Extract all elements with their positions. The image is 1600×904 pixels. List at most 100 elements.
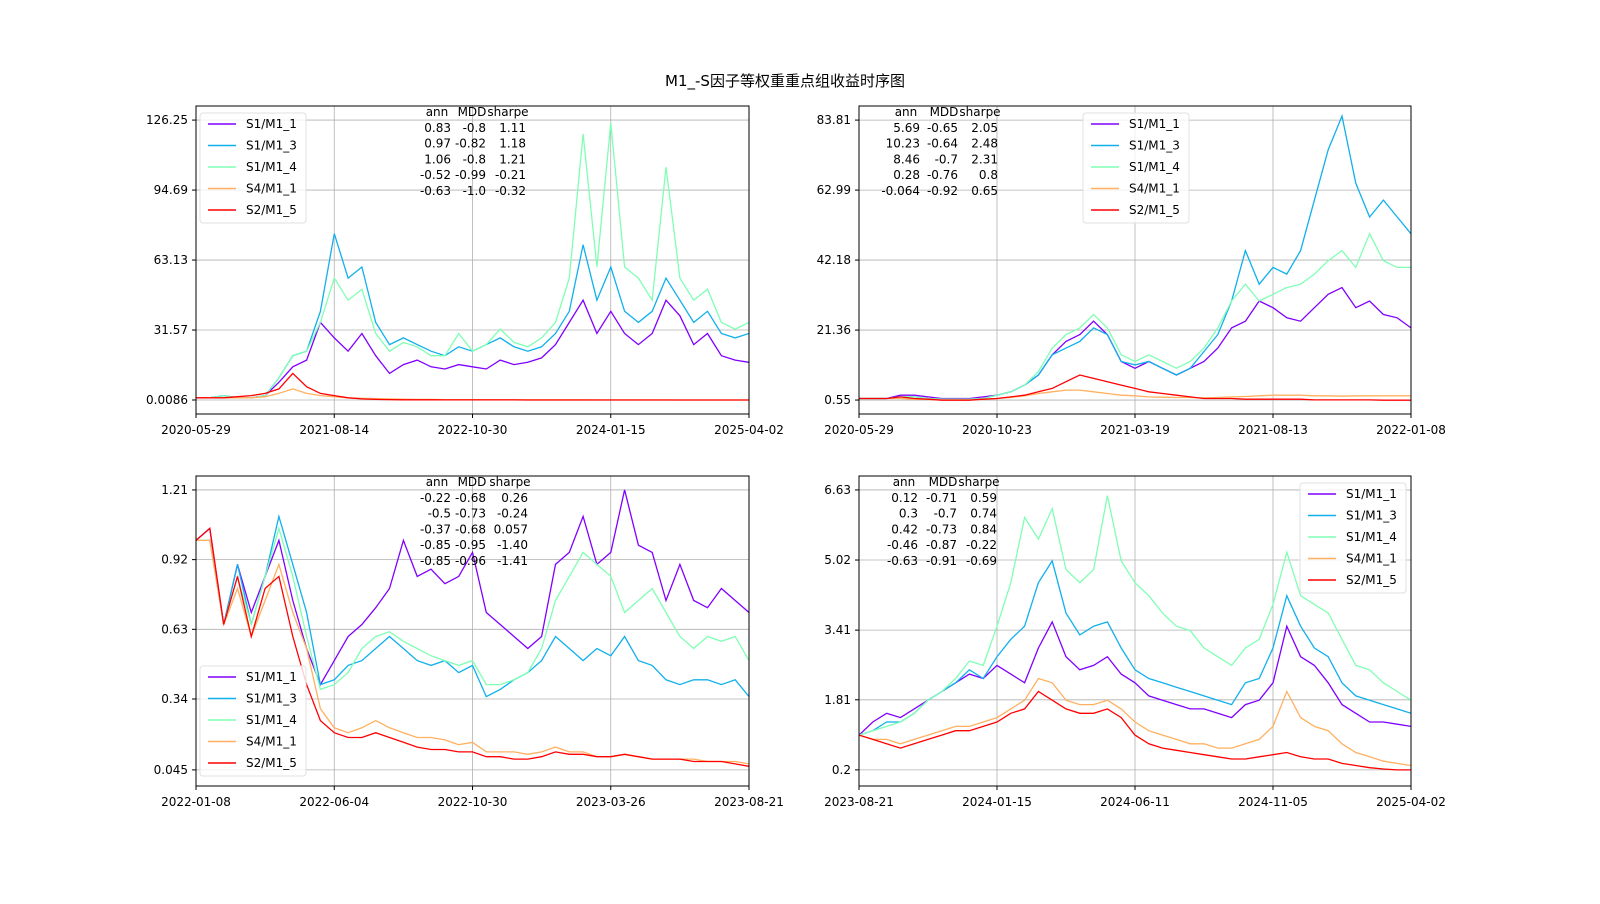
series-line-s1-m1-1 [196,298,749,399]
y-tick-label: 21.36 [817,323,851,337]
legend-label: S1/M1_4 [246,160,297,174]
subplot-4: 2023-08-21 2024-01-15 2024-06-11 2024-11-05… [824,475,1446,809]
legend: S1/M1_1 S1/M1_3 S1/M1_4 S4/M1_1 S2/M1_5 [1082,112,1190,224]
series-line-s1-m1-3 [196,513,749,698]
stats-cell: -0.63 [420,184,451,198]
legend-label: S1/M1_4 [246,713,297,727]
stats-header: MDD [930,105,959,119]
stats-cell: 0.057 [494,522,528,536]
legend-label: S2/M1_5 [246,756,297,770]
axes-frame [195,105,750,415]
series-line-s1-m1-1 [196,489,749,687]
stats-cell: 2.48 [971,137,998,151]
stats-cell: -0.68 [455,491,486,505]
y-tick-label: 0.55 [824,393,851,407]
stats-cell: 10.23 [886,137,920,151]
stats-cell: -1.41 [497,554,528,568]
x-tick-label: 2022-06-04 [299,795,369,809]
stats-cell: 0.42 [891,522,918,536]
y-tick-label: 0.045 [154,763,188,777]
stats-cell: -0.8 [463,121,486,135]
y-tick-label: 94.69 [154,183,188,197]
subplot-3: 2022-01-08 2022-06-04 2022-10-30 2023-03-26… [154,475,784,809]
x-tick-label: 2021-08-13 [1238,423,1308,437]
stats-cell: 0.12 [891,491,918,505]
x-tick-label: 2022-10-30 [438,795,508,809]
legend-label: S4/M1_1 [1129,182,1180,196]
x-tick-label: 2024-01-15 [576,423,646,437]
series-line-s1-m1-4 [859,495,1411,736]
stats-cell: -0.064 [881,184,920,198]
stats-cell: -0.37 [420,522,451,536]
stats-cell: -0.73 [926,522,957,536]
legend-label: S4/M1_1 [246,735,297,749]
x-tick-label: 2020-05-29 [161,423,231,437]
stats-cell: -0.71 [926,491,957,505]
stats-cell: 1.11 [499,121,526,135]
stats-header: ann [426,105,449,119]
y-tick-label: 0.92 [161,553,188,567]
stats-cell: -0.85 [420,538,451,552]
stats-cell: -0.63 [887,554,918,568]
stats-cell: 1.21 [499,152,526,166]
stats-cell: 0.59 [970,491,997,505]
series-line-s4-m1-1 [859,677,1411,767]
stats-cell: 0.28 [893,168,920,182]
axes-frame [195,475,750,787]
axes-frame [858,105,1412,415]
y-tick-label: 3.41 [824,623,851,637]
stats-cell: 0.26 [501,491,528,505]
stats-cell: -0.69 [966,554,997,568]
stats-header: ann [893,475,916,489]
subplot-1: 2020-05-29 2021-08-14 2022-10-30 2024-01-15… [146,105,784,437]
legend-box [1082,112,1190,224]
series-line-s2-m1-5 [859,690,1411,771]
stats-cell: -0.91 [926,554,957,568]
stats-cell: 2.05 [971,121,998,135]
y-tick-label: 62.99 [817,183,851,197]
x-tick-label: 2025-04-02 [714,423,784,437]
stats-cell: -0.68 [455,522,486,536]
y-tick-label: 63.13 [154,253,188,267]
legend-label: S4/M1_1 [246,182,297,196]
legend-label: S1/M1_1 [1129,117,1180,131]
stats-cell: -0.73 [455,507,486,521]
x-tick-label: 2025-04-02 [1376,795,1446,809]
subplot-2: 2020-05-29 2020-10-23 2021-03-19 2021-08-13… [817,105,1446,437]
y-tick-label: 6.63 [824,483,851,497]
legend-label: S1/M1_3 [1129,139,1180,153]
x-tick-label: 2024-01-15 [962,795,1032,809]
y-tick-label: 0.63 [161,622,188,636]
stats-header: sharpe [958,475,999,489]
series-line-s2-m1-5 [196,372,749,401]
stats-cell: -0.7 [934,507,957,521]
stats-cell: -1.40 [497,538,528,552]
x-tick-label: 2022-01-08 [161,795,231,809]
stats-header: ann [426,475,449,489]
x-tick-label: 2021-08-14 [299,423,369,437]
y-tick-label: 0.0086 [146,393,188,407]
series-line-s1-m1-4 [859,232,1411,400]
stats-cell: 0.83 [424,121,451,135]
series-line-s1-m1-4 [196,122,749,399]
legend-label: S1/M1_3 [1346,509,1397,523]
series-line-s1-m1-1 [859,286,1411,400]
stats-cell: 1.06 [424,152,451,166]
stats-cell: -0.85 [420,554,451,568]
stats-cell: 5.69 [893,121,920,135]
stats-cell: 0.65 [971,184,998,198]
stats-cell: -0.22 [420,491,451,505]
x-tick-label: 2022-10-30 [438,423,508,437]
stats-header: sharpe [487,105,528,119]
stats-cell: -0.5 [428,507,451,521]
stats-cell: -0.95 [455,538,486,552]
stats-cell: -0.7 [935,152,958,166]
legend-label: S1/M1_3 [246,139,297,153]
legend-label: S1/M1_1 [1346,487,1397,501]
series-line-s1-m1-4 [196,526,749,691]
figure-title: M1_-S因子等权重重点组收益时序图 [665,72,905,91]
stats-cell: -0.96 [455,554,486,568]
legend-box [199,112,307,224]
y-tick-label: 83.81 [817,113,851,127]
